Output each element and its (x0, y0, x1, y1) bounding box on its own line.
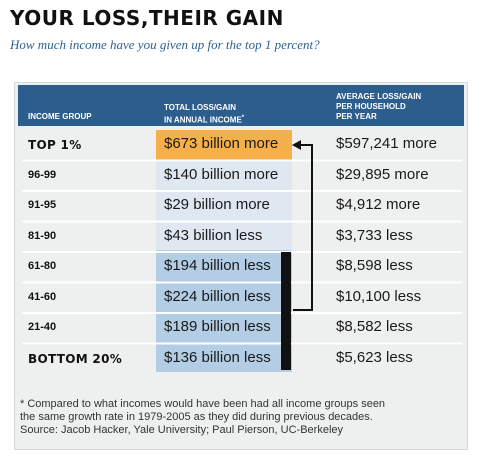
income-group-label: BOTTOM 20% (28, 351, 123, 366)
total-value: $194 billion less (164, 257, 271, 274)
income-group-label: 21-40 (28, 321, 57, 333)
income-group-label: 96-99 (28, 168, 57, 181)
average-value: $8,598 less (336, 257, 413, 274)
bracket-bar (281, 252, 291, 370)
average-value: $8,582 less (336, 318, 413, 335)
header-bar (18, 85, 464, 126)
income-group-label: 81-90 (28, 229, 57, 242)
footnote-line-2: the same growth rate in 1979-2005 as the… (20, 411, 373, 423)
middle-band (156, 160, 292, 250)
footnote: * Compared to what incomes would have be… (20, 398, 460, 437)
top-gain-highlight (156, 130, 292, 160)
chart-subtitle: How much income have you given up for th… (10, 37, 320, 52)
chart-title: YOUR LOSS,THEIR GAIN (10, 6, 284, 30)
header-total-line1: TOTAL LOSS/GAIN (164, 103, 237, 112)
income-group-label: 61-80 (28, 260, 57, 272)
header-total: TOTAL LOSS/GAIN IN ANNUAL INCOME* (164, 103, 244, 126)
average-value: $3,733 less (336, 226, 413, 244)
total-value: $673 billion more (164, 135, 279, 152)
income-group-label: 41-60 (28, 290, 57, 303)
total-value: $29 billion more (164, 196, 270, 213)
average-value: $29,895 more (336, 165, 429, 183)
total-value: $140 billion more (164, 165, 279, 183)
total-value: $43 billion less (164, 226, 263, 244)
average-value: $4,912 more (336, 196, 421, 213)
header-total-line2: IN ANNUAL INCOME (164, 115, 242, 125)
bracket-arrow-line (293, 144, 313, 311)
header-average-line1: AVERAGE LOSS/GAIN (336, 92, 422, 101)
header-income-group: INCOME GROUP (28, 112, 92, 121)
header-average: AVERAGE LOSS/GAIN PER HOUSEHOLD PER YEAR (336, 92, 421, 122)
average-value: $597,241 more (336, 135, 437, 152)
income-group-label: 91-95 (28, 199, 57, 211)
header-average-line2: PER HOUSEHOLD (336, 102, 406, 111)
arrow-head-icon (292, 140, 301, 150)
total-value: $224 billion less (164, 287, 271, 305)
header-total-marker: * (241, 115, 245, 121)
total-value: $189 billion less (164, 318, 271, 335)
bottom-band (156, 250, 292, 372)
footnote-line-3: Source: Jacob Hacker, Yale University; P… (20, 424, 344, 436)
footnote-line-1: * Compared to what incomes would have be… (20, 398, 386, 410)
average-value: $5,623 less (336, 348, 413, 366)
total-value: $136 billion less (164, 348, 271, 366)
average-value: $10,100 less (336, 287, 422, 305)
row-separators (22, 159, 462, 345)
header-average-line3: PER YEAR (336, 112, 377, 121)
income-group-label: TOP 1% (28, 138, 82, 152)
